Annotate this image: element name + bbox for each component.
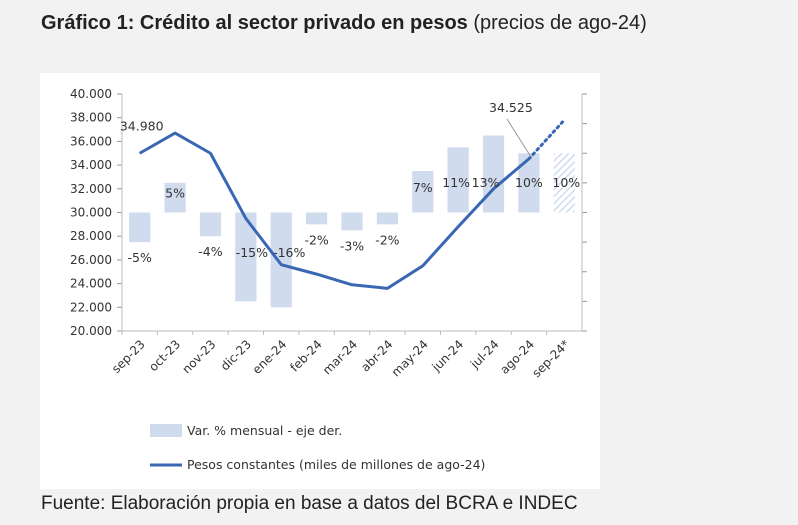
left-axis-tick-label: 20.000 <box>70 324 112 338</box>
bar-data-label: 11% <box>442 175 470 190</box>
source-note: Fuente: Elaboración propia en base a dat… <box>41 493 578 514</box>
x-axis-tick-label: dic-23 <box>218 337 254 373</box>
bar <box>306 212 328 225</box>
left-axis-tick-label: 26.000 <box>70 253 112 267</box>
x-axis-tick-label: mar-24 <box>320 337 360 377</box>
legend-swatch-bars <box>150 424 182 437</box>
annotation-last-value: 34.525 <box>489 100 533 115</box>
chart-title: Gráfico 1: Crédito al sector privado en … <box>41 12 647 34</box>
bar-data-label: -15% <box>236 245 268 260</box>
x-axis-tick-label: may-24 <box>389 337 431 379</box>
line-projection-dotted <box>527 118 566 161</box>
x-axis-tick-label: nov-23 <box>179 337 218 376</box>
bar <box>447 147 469 213</box>
x-axis-tick-label: oct-23 <box>146 337 183 374</box>
x-axis-tick-label: sep-23 <box>109 337 148 376</box>
left-axis-tick-label: 34.000 <box>70 158 112 172</box>
bar <box>199 212 222 237</box>
x-axis-tick-label: sep-24* <box>529 337 572 380</box>
bar-data-label: -5% <box>128 250 152 265</box>
bar <box>341 212 363 231</box>
bar <box>235 212 257 302</box>
x-axis-tick-label: jun-24 <box>429 337 467 375</box>
left-axis-tick-label: 28.000 <box>70 229 112 243</box>
bar-data-label: 7% <box>413 180 433 195</box>
bar-data-label: -3% <box>340 238 364 253</box>
left-axis-tick-label: 30.000 <box>70 206 112 220</box>
bar-data-label: -2% <box>375 232 399 247</box>
bar <box>376 212 398 225</box>
bar <box>129 212 151 243</box>
bar-data-label: -16% <box>273 245 305 260</box>
x-axis-tick-label: ene-24 <box>250 337 290 377</box>
bar-data-label: 13% <box>472 175 500 190</box>
left-axis-tick-label: 24.000 <box>70 277 112 291</box>
line-series-pesos-constantes <box>138 131 530 290</box>
bar <box>553 153 575 213</box>
bar <box>270 212 292 308</box>
legend-label-bars: Var. % mensual - eje der. <box>187 423 342 438</box>
bar <box>412 171 434 213</box>
x-axis-tick-label: feb-24 <box>287 337 324 374</box>
bar <box>164 182 186 213</box>
bar-data-label: 5% <box>165 186 185 201</box>
annotation-leader-line <box>506 118 532 158</box>
left-axis-tick-label: 40.000 <box>70 87 112 101</box>
bar-data-label: -4% <box>198 244 222 259</box>
bar <box>518 153 540 213</box>
left-axis-tick-label: 32.000 <box>70 182 112 196</box>
combo-chart: 20.000 22.000 24.000 26.000 28.000 30.000 32.0… <box>70 87 587 472</box>
annotation-first-value: 34.980 <box>120 118 164 133</box>
left-axis-tick-label: 22.000 <box>70 300 112 314</box>
left-axis-tick-label: 36.000 <box>70 134 112 148</box>
left-axis-tick-label: 38.000 <box>70 111 112 125</box>
bar-data-label: -2% <box>304 232 328 247</box>
legend-label-line: Pesos constantes (miles de millones de a… <box>187 457 485 472</box>
chart-area: 20.000 22.000 24.000 26.000 28.000 30.000 32.0… <box>40 73 600 489</box>
bar-data-label: 10% <box>515 175 543 190</box>
bar-data-label: 10% <box>552 175 580 190</box>
